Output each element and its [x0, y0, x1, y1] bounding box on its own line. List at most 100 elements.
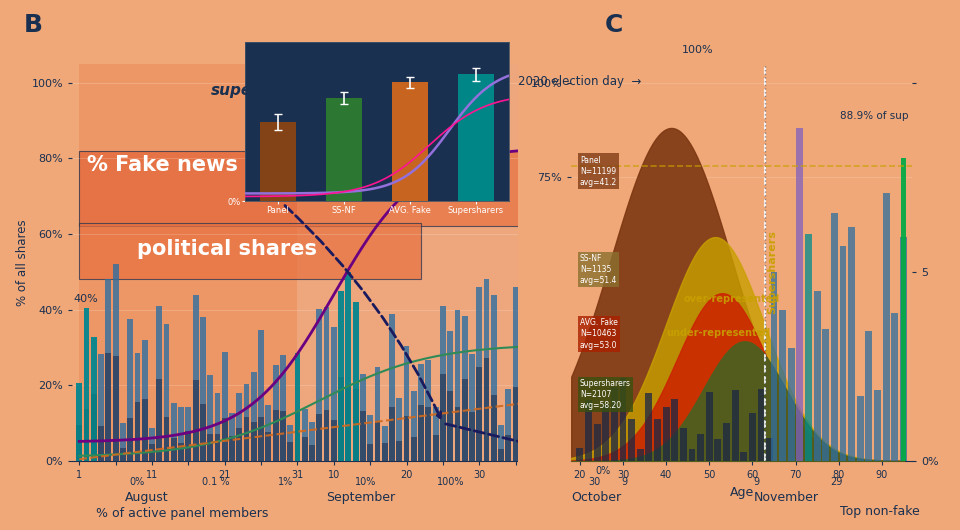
Text: 9: 9 [621, 477, 627, 487]
Text: 10%: 10% [355, 477, 376, 487]
Bar [891, 313, 899, 461]
Bar [259, 122, 296, 201]
Bar [179, 408, 184, 461]
Bar [309, 445, 315, 461]
Bar [317, 414, 323, 461]
Bar [80, 151, 544, 226]
Bar [411, 437, 417, 461]
Bar [171, 403, 177, 461]
Bar [797, 128, 804, 461]
Bar [84, 308, 89, 461]
Bar [732, 390, 738, 461]
Bar [287, 442, 293, 461]
Bar [77, 383, 83, 461]
Bar [619, 378, 627, 461]
Bar [389, 407, 395, 461]
Text: September: September [326, 491, 396, 504]
Bar [506, 389, 512, 461]
Bar [662, 407, 669, 461]
Bar [766, 438, 773, 461]
Bar [352, 302, 358, 461]
Text: October: October [571, 491, 621, 504]
Bar [251, 372, 256, 461]
Bar [352, 302, 358, 461]
Bar [576, 448, 584, 461]
Bar [301, 437, 307, 461]
Bar [112, 357, 118, 461]
Bar [229, 436, 235, 461]
Bar [251, 422, 256, 461]
Bar [331, 420, 337, 461]
Bar [324, 306, 329, 461]
Bar [193, 295, 199, 461]
Bar [706, 392, 712, 461]
Bar [506, 435, 512, 461]
Bar [840, 246, 847, 461]
Text: supersharers: supersharers [211, 83, 324, 99]
Bar [419, 364, 424, 461]
Bar [298, 64, 552, 461]
Bar [848, 227, 855, 461]
Bar [295, 412, 300, 461]
Bar [757, 389, 764, 461]
Bar [611, 387, 618, 461]
Bar [84, 308, 89, 461]
Bar [382, 427, 388, 461]
Bar [280, 355, 286, 461]
Text: B: B [24, 13, 43, 37]
Bar [476, 367, 482, 461]
Bar [628, 419, 636, 461]
Bar [520, 272, 526, 461]
Bar [163, 417, 170, 461]
Bar [193, 380, 199, 461]
Bar [440, 374, 445, 461]
Bar [374, 367, 380, 461]
Bar [266, 432, 272, 461]
Bar [295, 352, 300, 461]
Bar [462, 316, 468, 461]
Bar [814, 291, 821, 461]
Bar [273, 410, 278, 461]
Bar [541, 375, 547, 461]
Bar [374, 421, 380, 461]
Bar [179, 443, 184, 461]
Bar [324, 410, 329, 461]
Bar [411, 391, 417, 461]
Bar [106, 279, 111, 461]
Bar [120, 447, 126, 461]
Y-axis label: % of all shares: % of all shares [15, 219, 29, 306]
Bar [484, 279, 490, 461]
Bar [106, 353, 111, 461]
Bar [134, 354, 140, 461]
Bar [200, 317, 205, 461]
Bar [419, 405, 424, 461]
Bar [128, 418, 133, 461]
Bar [671, 399, 678, 461]
Bar [266, 405, 272, 461]
Text: % of active panel members: % of active panel members [96, 507, 269, 520]
Bar [352, 389, 358, 461]
Bar [258, 417, 264, 461]
Bar [389, 314, 395, 461]
Bar [142, 399, 148, 461]
Bar [80, 151, 298, 226]
Bar [433, 407, 439, 461]
Bar [513, 386, 518, 461]
Bar [527, 264, 533, 461]
Bar [80, 64, 298, 461]
Text: % Fake news sources in aggregate: % Fake news sources in aggregate [86, 155, 494, 175]
Bar [346, 272, 351, 461]
Bar [149, 444, 155, 461]
Bar [805, 234, 812, 461]
Bar [874, 390, 881, 461]
Bar [346, 272, 351, 461]
Text: 0%: 0% [595, 466, 611, 476]
Bar [425, 407, 431, 461]
Text: 1%: 1% [278, 477, 294, 487]
Text: 100%: 100% [437, 477, 465, 487]
Text: November: November [754, 491, 819, 504]
Bar [476, 287, 482, 461]
Bar [433, 435, 439, 461]
Bar [865, 331, 873, 461]
Bar [498, 449, 504, 461]
